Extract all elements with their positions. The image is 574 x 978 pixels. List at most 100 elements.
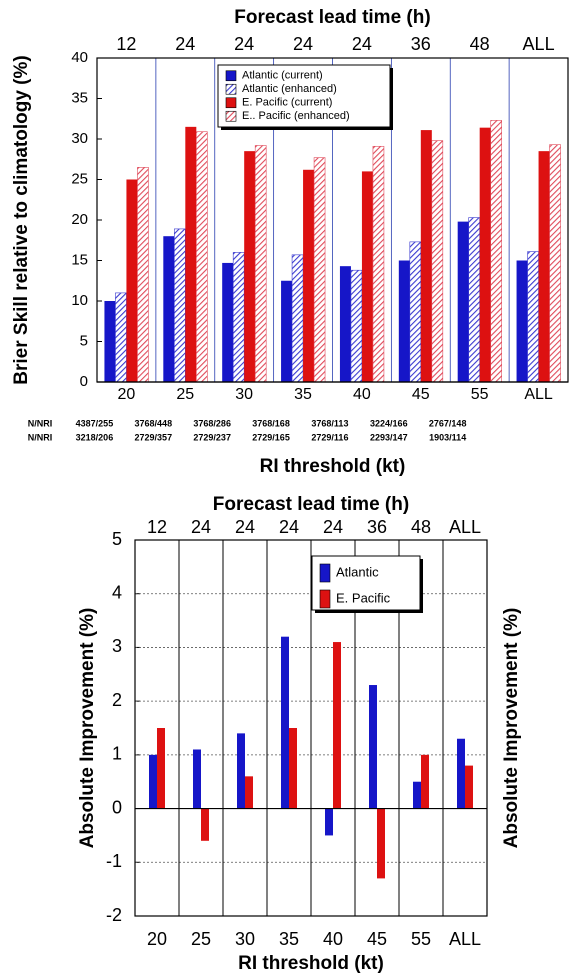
chart-title: Forecast lead time (h) bbox=[213, 494, 409, 515]
bar bbox=[281, 280, 293, 382]
y-tick-label: 0 bbox=[80, 373, 88, 390]
legend-label: E.. Pacific (enhanced) bbox=[242, 110, 350, 122]
bar bbox=[163, 236, 175, 382]
y-tick-label: -2 bbox=[106, 905, 122, 925]
y-tick-label: 3 bbox=[112, 636, 122, 656]
bar bbox=[201, 808, 209, 841]
top-tick-label: 24 bbox=[191, 517, 211, 537]
x-tick-label: ALL bbox=[524, 386, 553, 403]
count-value: 3224/166 bbox=[370, 418, 408, 428]
bar bbox=[232, 252, 245, 383]
x-tick-label: 45 bbox=[412, 386, 430, 403]
x-tick-label: 25 bbox=[176, 386, 194, 403]
y-tick-label: 1 bbox=[112, 744, 122, 764]
bar bbox=[104, 301, 116, 382]
y-tick-label: 0 bbox=[112, 797, 122, 817]
bar bbox=[350, 269, 363, 383]
legend-label: Atlantic (current) bbox=[242, 70, 323, 82]
plot-frame bbox=[134, 539, 488, 917]
bar bbox=[244, 151, 256, 382]
x-tick-label: 40 bbox=[323, 929, 343, 949]
bar bbox=[339, 266, 351, 382]
count-value: 1903/114 bbox=[429, 432, 466, 442]
bar bbox=[196, 131, 208, 383]
count-value: 4387/255 bbox=[76, 418, 114, 428]
top-tick-label: 24 bbox=[352, 34, 372, 54]
bar bbox=[538, 151, 550, 382]
count-value: 2767/148 bbox=[429, 418, 467, 428]
legend-swatch bbox=[225, 97, 237, 109]
bar bbox=[479, 127, 491, 382]
x-tick-label: 35 bbox=[294, 386, 312, 403]
count-value: 2729/357 bbox=[135, 432, 173, 442]
top-tick-label: 24 bbox=[279, 517, 299, 537]
legend-swatch bbox=[225, 83, 237, 95]
bar bbox=[289, 728, 297, 809]
x-tick-label: 55 bbox=[411, 929, 431, 949]
y-tick-label: -1 bbox=[106, 851, 122, 871]
legend-swatch bbox=[319, 563, 331, 583]
x-tick-label: 40 bbox=[353, 386, 371, 403]
legend-swatch bbox=[225, 70, 237, 82]
bar bbox=[457, 221, 469, 382]
bar bbox=[527, 251, 539, 383]
legend-swatch bbox=[225, 110, 237, 122]
top-tick-label: ALL bbox=[523, 34, 555, 54]
top-tick-label: 24 bbox=[323, 517, 343, 537]
bar bbox=[157, 728, 165, 809]
bar bbox=[490, 120, 502, 383]
count-row-label: N/NRI bbox=[28, 418, 53, 428]
y-tick-label: 5 bbox=[80, 332, 88, 349]
count-value: 3218/206 bbox=[76, 432, 114, 442]
count-value: 2729/116 bbox=[311, 432, 348, 442]
top-tick-label: ALL bbox=[449, 517, 481, 537]
y-axis-label: Absolute Improvement (%) bbox=[77, 608, 98, 849]
y-tick-label: 35 bbox=[71, 89, 88, 106]
bar bbox=[193, 749, 201, 809]
y-axis-label: Brier Skill relative to climatology (%) bbox=[11, 55, 32, 384]
legend-box bbox=[217, 64, 391, 128]
plot-frame bbox=[96, 57, 569, 383]
legend-swatch bbox=[319, 589, 331, 609]
bar bbox=[222, 262, 234, 382]
bar bbox=[398, 260, 410, 382]
y-tick-label: 4 bbox=[112, 582, 122, 602]
count-value: 3768/168 bbox=[252, 418, 290, 428]
x-tick-label: 25 bbox=[191, 929, 211, 949]
top-tick-label: 36 bbox=[367, 517, 387, 537]
y-tick-label: 15 bbox=[71, 251, 88, 268]
y-tick-label: 5 bbox=[112, 529, 122, 549]
bar bbox=[237, 733, 245, 809]
bar bbox=[369, 685, 377, 809]
top-tick-label: 12 bbox=[116, 34, 136, 54]
x-tick-label: 20 bbox=[147, 929, 167, 949]
bar bbox=[549, 144, 561, 383]
bar bbox=[333, 642, 341, 809]
bar bbox=[457, 738, 465, 809]
legend-label: E. Pacific bbox=[336, 590, 391, 605]
bar bbox=[413, 781, 421, 809]
y-tick-label: 25 bbox=[71, 170, 88, 187]
x-tick-label: ALL bbox=[449, 929, 481, 949]
bar bbox=[174, 228, 186, 383]
legend-label: E. Pacific (current) bbox=[242, 97, 332, 109]
x-axis-label: RI threshold (kt) bbox=[260, 456, 406, 477]
y-tick-label: 20 bbox=[71, 211, 88, 228]
count-value: 2729/165 bbox=[252, 432, 290, 442]
bar bbox=[409, 241, 422, 383]
top-tick-label: 48 bbox=[470, 34, 490, 54]
bar bbox=[465, 765, 473, 809]
bar bbox=[149, 754, 157, 809]
bar bbox=[420, 130, 432, 382]
x-tick-label: 20 bbox=[118, 386, 136, 403]
bar bbox=[185, 126, 197, 382]
bar bbox=[313, 157, 326, 383]
bar bbox=[291, 254, 304, 383]
bar bbox=[126, 179, 138, 382]
y-tick-label: 40 bbox=[71, 49, 88, 66]
bar bbox=[137, 167, 149, 383]
bar bbox=[303, 169, 315, 382]
bar bbox=[372, 145, 385, 383]
count-value: 2729/237 bbox=[193, 432, 231, 442]
bar bbox=[421, 754, 429, 809]
